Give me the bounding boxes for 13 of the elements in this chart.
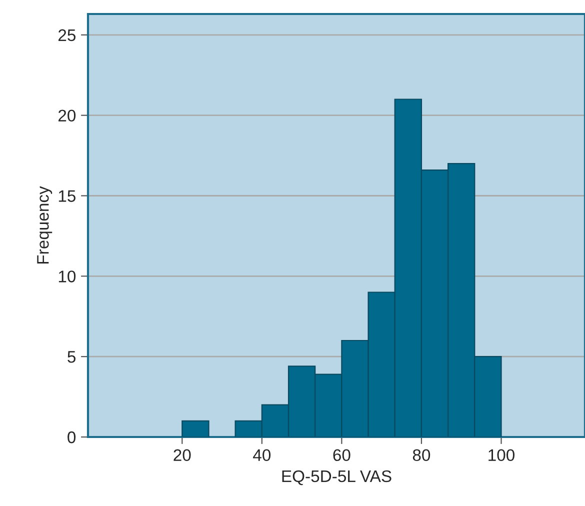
y-tick-label: 15: [58, 190, 76, 202]
y-axis-title: Frequency: [37, 186, 52, 264]
x-tick-label: 80: [412, 449, 430, 462]
x-tick-label: 20: [174, 449, 191, 462]
y-tick-label: 20: [58, 110, 76, 122]
y-tick-label: 5: [68, 351, 76, 363]
y-tick-label: 0: [68, 431, 76, 444]
x-axis-title: EQ-5D-5L VAS: [282, 470, 392, 486]
x-tick-label: 60: [333, 449, 350, 462]
y-tick-label: 10: [58, 270, 76, 282]
x-tick-label: 40: [253, 449, 271, 462]
x-tick-label: 100: [488, 449, 514, 462]
y-tick-label: 25: [58, 29, 76, 42]
